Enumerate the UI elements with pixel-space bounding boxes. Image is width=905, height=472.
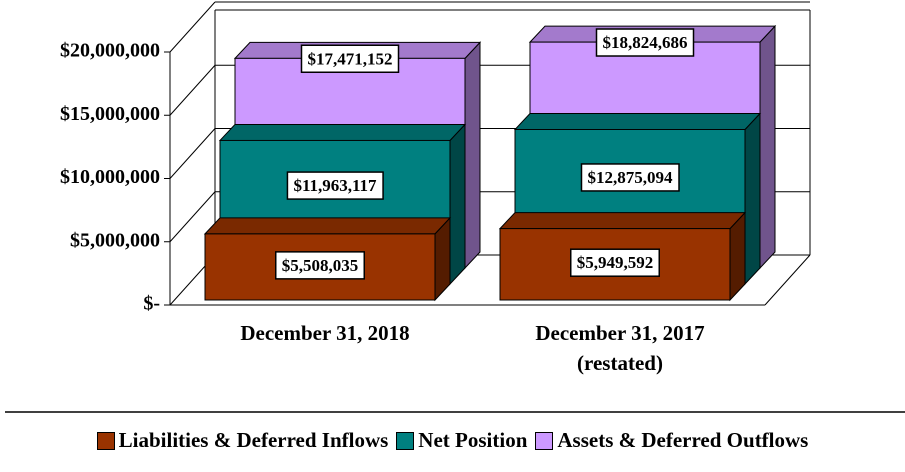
- legend-swatch: [535, 431, 554, 450]
- bar-side: [759, 24, 776, 270]
- y-tick-label: $5,000,000: [70, 229, 160, 251]
- grid-line: [169, 64, 216, 116]
- grid-line: [169, 1, 216, 53]
- data-label-box: [595, 28, 695, 57]
- bar-top: [218, 123, 467, 141]
- data-label-box: [580, 163, 680, 192]
- bar-top: [498, 212, 747, 230]
- legend-label: Assets & Deferred Outflows: [557, 428, 809, 452]
- data-label: $11,963,117: [293, 176, 377, 195]
- data-label: $12,875,094: [588, 168, 674, 187]
- y-tick-label: $-: [143, 293, 160, 315]
- legend-item: Liabilities & Deferred Inflows: [96, 428, 389, 453]
- x-tick-label: December 31, 2017 (restated): [535, 321, 705, 375]
- legend-label: Net Position: [418, 428, 528, 452]
- y-tick-label: $15,000,000: [60, 103, 160, 125]
- bar-top: [203, 217, 452, 235]
- data-label: $18,824,686: [603, 33, 688, 52]
- x-tick-label: December 31, 2018: [240, 321, 410, 345]
- data-label-box: [300, 44, 400, 74]
- floor-edge: [764, 254, 811, 306]
- bar-side: [744, 112, 761, 286]
- data-label: $17,471,152: [308, 49, 393, 68]
- grid-line: [169, 191, 216, 243]
- bar-side: [449, 123, 466, 286]
- legend-item: Net Position: [396, 428, 527, 453]
- legend-label: Liabilities & Deferred Inflows: [118, 428, 389, 452]
- data-label-box: [570, 248, 660, 277]
- data-label: $5,949,592: [577, 253, 654, 272]
- data-label: $5,508,035: [282, 256, 359, 275]
- grid-line: [169, 128, 216, 179]
- data-label-box: [286, 171, 384, 200]
- bar-top: [513, 112, 762, 130]
- legend-swatch: [96, 431, 115, 450]
- y-tick-label: $10,000,000: [60, 166, 160, 188]
- data-label-box: [275, 251, 365, 280]
- legend: Liabilities & Deferred Inflows Net Positi…: [0, 428, 905, 453]
- y-tick-label: $20,000,000: [60, 40, 160, 62]
- bar-side: [464, 41, 481, 270]
- legend-swatch: [396, 431, 415, 450]
- legend-item: Assets & Deferred Outflows: [535, 428, 808, 453]
